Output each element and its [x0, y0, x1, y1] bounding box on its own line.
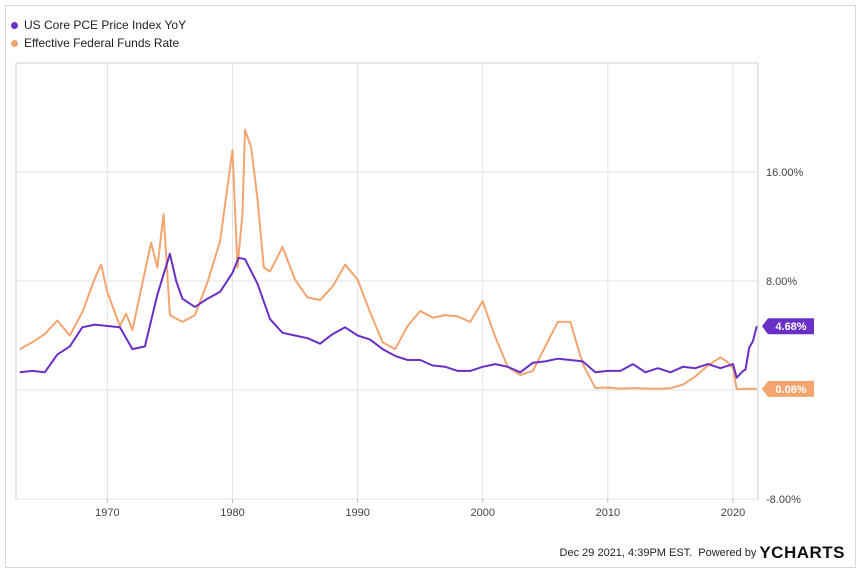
- x-tick-label: 2020: [721, 507, 745, 519]
- footer: Dec 29 2021, 4:39PM EST. Powered by YCHA…: [560, 543, 845, 563]
- last-value-tag-fed-funds: 0.08%: [762, 380, 814, 397]
- y-tick-label: 16.00%: [766, 167, 804, 179]
- legend-marker-core-pce: [11, 21, 18, 29]
- powered-by-label: Powered by: [698, 547, 757, 559]
- last-value-label: 0.08%: [775, 384, 806, 396]
- series-line-fed-funds: [19, 128, 757, 391]
- legend-marker-fed-funds: [11, 39, 18, 47]
- x-tick-label: 2000: [470, 507, 494, 519]
- legend: US Core PCE Price Index YoY Effective Fe…: [11, 16, 186, 52]
- y-tick-label: -8.00%: [766, 494, 801, 506]
- x-tick-label: 1990: [345, 507, 369, 519]
- last-value-tag-bg: [762, 380, 814, 397]
- x-tick-label: 2010: [596, 507, 620, 519]
- last-value-label: 4.68%: [775, 321, 806, 333]
- legend-label-fed-funds: Effective Federal Funds Rate: [24, 36, 180, 50]
- timestamp: Dec 29 2021, 4:39PM EST.: [559, 547, 693, 559]
- y-tick-label: 8.00%: [766, 276, 797, 288]
- legend-label-core-pce: US Core PCE Price Index YoY: [24, 18, 187, 32]
- x-tick-label: 1970: [95, 507, 119, 519]
- ycharts-logo[interactable]: YCHARTS: [759, 543, 845, 563]
- last-value-tag-bg: [762, 318, 814, 335]
- legend-item-core-pce[interactable]: US Core PCE Price Index YoY: [11, 16, 186, 34]
- legend-item-fed-funds[interactable]: Effective Federal Funds Rate: [11, 34, 186, 52]
- ycharts-brand: YCHARTS: [759, 543, 845, 562]
- x-tick-label: 1980: [220, 507, 244, 519]
- chart-frame: [5, 5, 856, 568]
- series-line-core-pce: [19, 252, 758, 379]
- last-value-tag-core-pce: 4.68%: [762, 318, 814, 335]
